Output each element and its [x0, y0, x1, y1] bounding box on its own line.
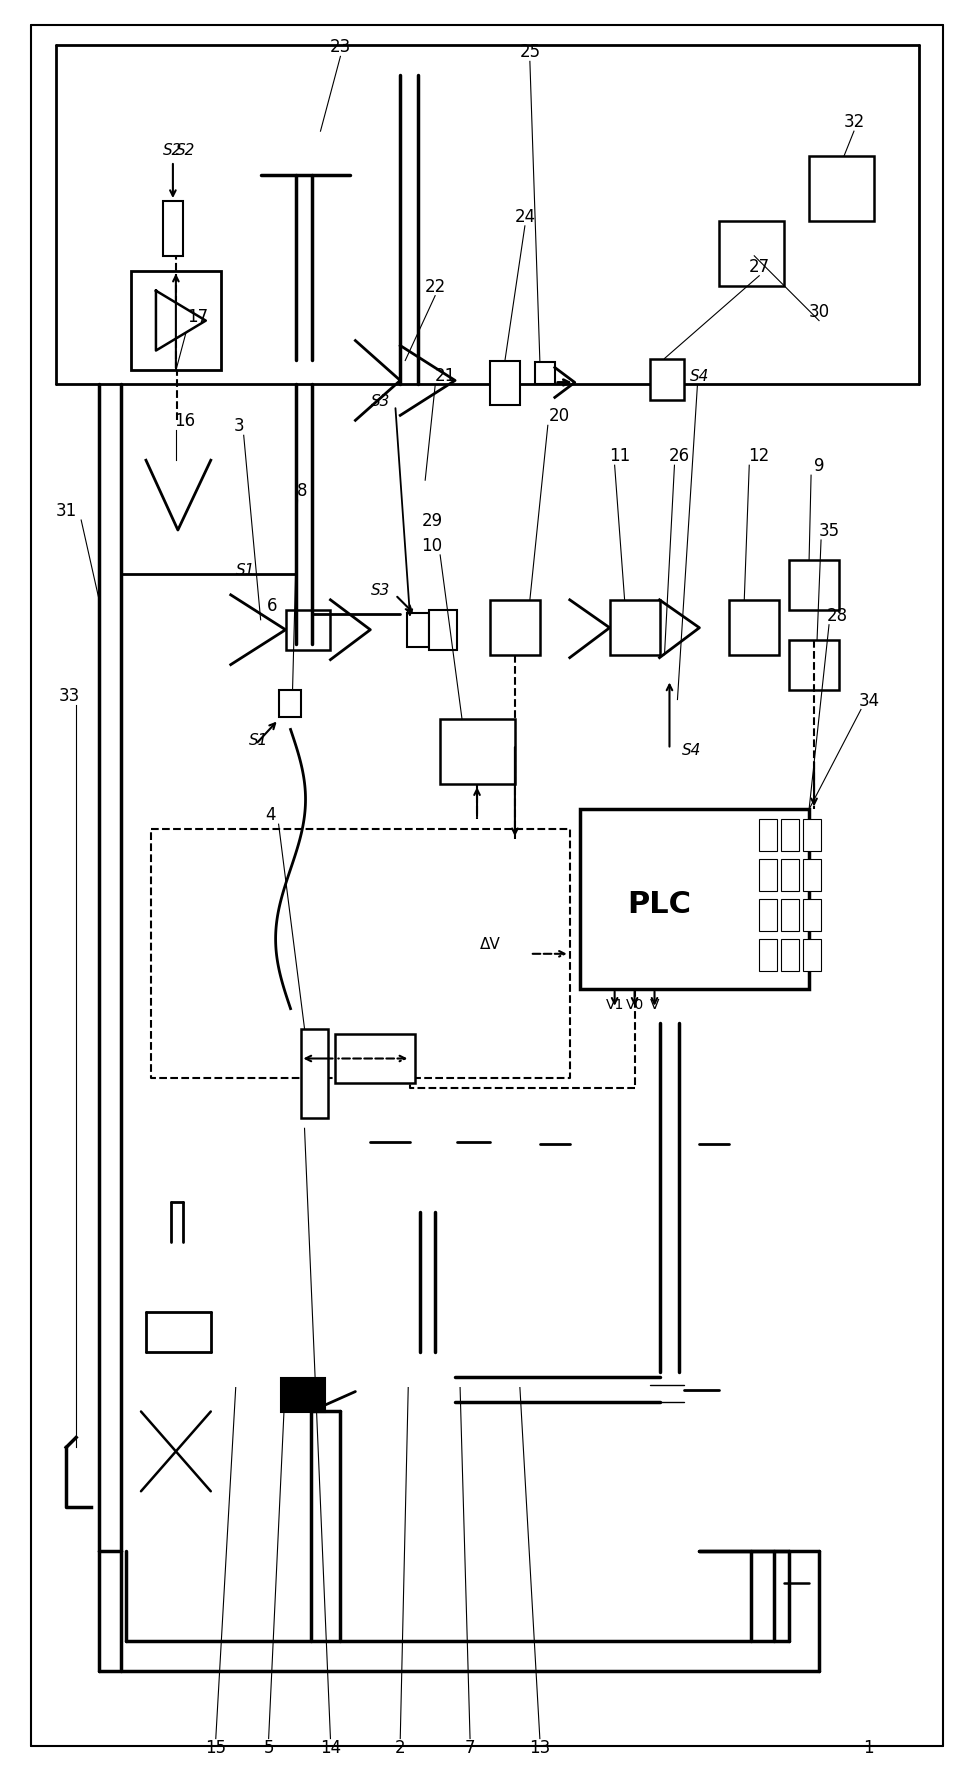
- Bar: [789, 560, 839, 610]
- Bar: [490, 601, 540, 656]
- Bar: [759, 819, 777, 851]
- Text: 33: 33: [58, 686, 80, 704]
- Text: 25: 25: [519, 43, 541, 62]
- Text: 4: 4: [265, 805, 276, 824]
- Bar: [580, 810, 809, 989]
- Bar: [781, 860, 799, 892]
- Text: 1: 1: [864, 1738, 875, 1755]
- Text: S1: S1: [237, 564, 255, 578]
- Bar: [804, 940, 821, 972]
- Text: 32: 32: [843, 113, 865, 131]
- Bar: [720, 222, 784, 287]
- Text: 6: 6: [268, 596, 278, 615]
- Text: 11: 11: [609, 447, 630, 465]
- Bar: [781, 819, 799, 851]
- Bar: [759, 940, 777, 972]
- Text: 34: 34: [858, 691, 880, 709]
- Text: S2: S2: [176, 142, 196, 158]
- Bar: [285, 610, 330, 651]
- Text: 31: 31: [56, 502, 77, 519]
- Bar: [279, 690, 301, 718]
- Bar: [804, 860, 821, 892]
- Bar: [759, 860, 777, 892]
- Bar: [163, 202, 183, 257]
- Bar: [730, 601, 779, 656]
- Text: S4: S4: [682, 743, 701, 757]
- Text: 35: 35: [818, 521, 840, 539]
- Text: 7: 7: [465, 1738, 475, 1755]
- Text: S3: S3: [371, 394, 391, 408]
- Bar: [407, 613, 430, 647]
- Text: 27: 27: [749, 257, 769, 275]
- Bar: [440, 720, 515, 785]
- Bar: [430, 610, 457, 651]
- Text: 30: 30: [808, 303, 830, 321]
- Bar: [490, 362, 520, 406]
- Text: ΔV: ΔV: [479, 936, 501, 952]
- Bar: [809, 158, 874, 222]
- Text: S2: S2: [164, 142, 182, 158]
- Bar: [781, 899, 799, 931]
- Text: 8: 8: [297, 482, 308, 500]
- Text: 22: 22: [425, 278, 446, 296]
- Text: 13: 13: [529, 1738, 550, 1755]
- Text: 21: 21: [434, 367, 456, 385]
- Bar: [301, 1028, 328, 1119]
- Bar: [281, 1378, 325, 1413]
- Text: 16: 16: [174, 411, 196, 431]
- Text: S4: S4: [690, 369, 709, 383]
- Text: V0: V0: [625, 996, 644, 1011]
- Text: 2: 2: [394, 1738, 405, 1755]
- Bar: [804, 819, 821, 851]
- Text: S1: S1: [249, 732, 269, 748]
- Text: 5: 5: [263, 1738, 274, 1755]
- Text: V: V: [650, 996, 659, 1011]
- Text: 17: 17: [187, 307, 208, 326]
- Bar: [131, 271, 221, 371]
- Bar: [804, 899, 821, 931]
- Text: 29: 29: [422, 512, 443, 530]
- Bar: [759, 899, 777, 931]
- Bar: [335, 1034, 415, 1083]
- Text: 10: 10: [422, 537, 443, 555]
- Polygon shape: [156, 291, 206, 351]
- Text: 3: 3: [234, 417, 244, 434]
- Text: 24: 24: [514, 207, 536, 225]
- Bar: [650, 360, 685, 401]
- Text: S3: S3: [371, 583, 391, 598]
- Text: 9: 9: [814, 457, 824, 475]
- Bar: [535, 363, 555, 385]
- Bar: [789, 640, 839, 690]
- Text: 26: 26: [669, 447, 690, 465]
- Text: 15: 15: [206, 1738, 226, 1755]
- Text: 14: 14: [319, 1738, 341, 1755]
- Text: PLC: PLC: [627, 890, 692, 918]
- Bar: [781, 940, 799, 972]
- Text: 28: 28: [826, 606, 847, 624]
- Text: 12: 12: [749, 447, 769, 465]
- Text: 20: 20: [549, 408, 571, 426]
- Text: V1: V1: [606, 996, 623, 1011]
- Text: 23: 23: [330, 39, 351, 57]
- Bar: [610, 601, 659, 656]
